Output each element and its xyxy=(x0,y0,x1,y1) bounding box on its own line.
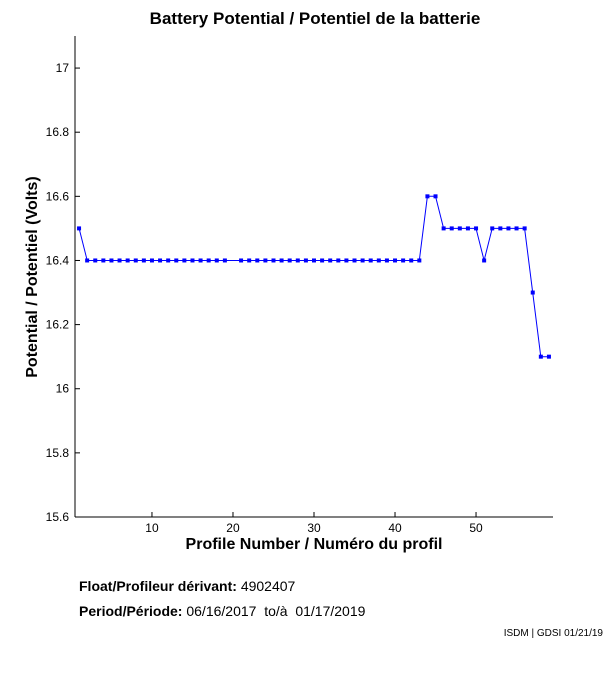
data-point xyxy=(263,258,268,263)
data-point xyxy=(490,226,495,231)
data-point xyxy=(514,226,519,231)
data-point xyxy=(271,258,276,263)
period-info: Period/Période: 06/16/2017 to/à 01/17/20… xyxy=(79,603,365,619)
data-point xyxy=(546,354,551,359)
data-point xyxy=(303,258,308,263)
y-tick-label: 16.8 xyxy=(46,125,70,139)
x-tick-label: 30 xyxy=(307,521,321,535)
period-value: 06/16/2017 to/à 01/17/2019 xyxy=(186,603,366,619)
y-tick-label: 16 xyxy=(56,382,70,396)
credit-text: ISDM | GDSI 01/21/19 xyxy=(503,628,603,639)
y-tick-label: 17 xyxy=(56,61,70,75)
data-point xyxy=(409,258,414,263)
data-point xyxy=(141,258,146,263)
y-tick-label: 15.8 xyxy=(46,446,70,460)
data-point xyxy=(433,194,438,199)
data-point xyxy=(465,226,470,231)
data-point xyxy=(441,226,446,231)
data-point xyxy=(328,258,333,263)
data-point xyxy=(239,258,244,263)
data-point xyxy=(77,226,82,231)
data-point xyxy=(538,354,543,359)
data-point xyxy=(101,258,106,263)
data-point xyxy=(206,258,211,263)
data-point xyxy=(166,258,171,263)
data-point xyxy=(384,258,389,263)
data-point xyxy=(158,258,163,263)
data-point xyxy=(360,258,365,263)
data-point xyxy=(474,226,479,231)
y-tick-label: 15.6 xyxy=(46,510,70,524)
data-point xyxy=(287,258,292,263)
data-point xyxy=(393,258,398,263)
data-point xyxy=(255,258,260,263)
data-point xyxy=(498,226,503,231)
data-point xyxy=(117,258,122,263)
data-point xyxy=(149,258,154,263)
data-point xyxy=(482,258,487,263)
data-point xyxy=(344,258,349,263)
data-point xyxy=(368,258,373,263)
data-point xyxy=(182,258,187,263)
data-point xyxy=(320,258,325,263)
x-tick-label: 50 xyxy=(469,521,483,535)
data-point xyxy=(506,226,511,231)
data-point xyxy=(222,258,227,263)
period-label: Period/Période: xyxy=(79,603,183,619)
data-point xyxy=(530,290,535,295)
x-tick-label: 40 xyxy=(388,521,402,535)
data-point xyxy=(457,226,462,231)
data-point xyxy=(93,258,98,263)
data-point xyxy=(198,258,203,263)
y-tick-label: 16.2 xyxy=(46,318,70,332)
data-point xyxy=(85,258,90,263)
data-point xyxy=(425,194,430,199)
data-point xyxy=(336,258,341,263)
y-tick-label: 16.6 xyxy=(46,189,70,203)
float-info: Float/Profileur dérivant: 4902407 xyxy=(79,578,295,594)
float-value: 4902407 xyxy=(240,578,296,594)
x-axis-label: Profile Number / Numéro du profil xyxy=(186,536,443,553)
x-tick-label: 10 xyxy=(145,521,159,535)
float-label: Float/Profileur dérivant: xyxy=(79,578,237,594)
data-point xyxy=(214,258,219,263)
data-point xyxy=(279,258,284,263)
data-point xyxy=(376,258,381,263)
data-point xyxy=(109,258,114,263)
data-point xyxy=(352,258,357,263)
data-point xyxy=(174,258,179,263)
data-point xyxy=(449,226,454,231)
y-axis-label: Potential / Potentiel (Volts) xyxy=(24,176,41,378)
x-tick-label: 20 xyxy=(226,521,240,535)
data-point xyxy=(401,258,406,263)
data-point xyxy=(133,258,138,263)
data-point xyxy=(190,258,195,263)
data-point xyxy=(522,226,527,231)
data-point xyxy=(125,258,130,263)
y-tick-label: 16.4 xyxy=(46,253,70,267)
data-point xyxy=(417,258,422,263)
data-point xyxy=(247,258,252,263)
series-line xyxy=(78,195,549,358)
data-point xyxy=(295,258,300,263)
plot-area: 15.6 15.8 16 16.2 16.4 16.6 16.8 17 10 20 30 40 50 xyxy=(46,36,553,535)
chart-title: Battery Potential / Potentiel de la batt… xyxy=(150,9,481,28)
data-point xyxy=(312,258,316,263)
